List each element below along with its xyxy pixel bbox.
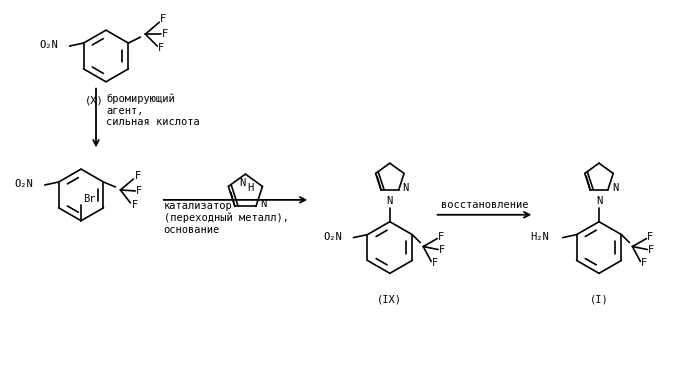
- Text: F: F: [648, 245, 654, 255]
- Text: F: F: [160, 14, 167, 24]
- Text: N: N: [612, 183, 618, 193]
- Text: F: F: [438, 232, 444, 242]
- Text: F: F: [432, 258, 438, 268]
- Text: F: F: [136, 186, 143, 196]
- Text: F: F: [132, 200, 138, 210]
- Text: (IX): (IX): [377, 294, 402, 304]
- Text: N: N: [260, 199, 266, 210]
- Text: N: N: [386, 196, 393, 206]
- Text: H₂N: H₂N: [531, 232, 549, 242]
- Text: H: H: [247, 183, 253, 193]
- Text: F: F: [439, 245, 445, 255]
- Text: O₂N: O₂N: [323, 232, 342, 242]
- Text: (I): (I): [589, 294, 608, 304]
- Text: F: F: [648, 232, 654, 242]
- Text: (X): (X): [85, 96, 104, 106]
- Text: F: F: [162, 29, 169, 39]
- Text: N: N: [239, 178, 246, 188]
- Text: бромирующий
агент,
сильная кислота: бромирующий агент, сильная кислота: [106, 94, 200, 127]
- Text: N: N: [402, 183, 409, 193]
- Text: F: F: [641, 258, 648, 268]
- Text: O₂N: O₂N: [39, 40, 58, 50]
- Text: Br: Br: [83, 194, 96, 204]
- Text: N: N: [596, 196, 602, 206]
- Text: восстановление: восстановление: [441, 200, 528, 210]
- Text: катализатор
(переходный металл),
основание: катализатор (переходный металл), основан…: [164, 201, 288, 235]
- Text: O₂N: O₂N: [15, 179, 33, 189]
- Text: F: F: [158, 43, 164, 53]
- Text: F: F: [134, 171, 141, 181]
